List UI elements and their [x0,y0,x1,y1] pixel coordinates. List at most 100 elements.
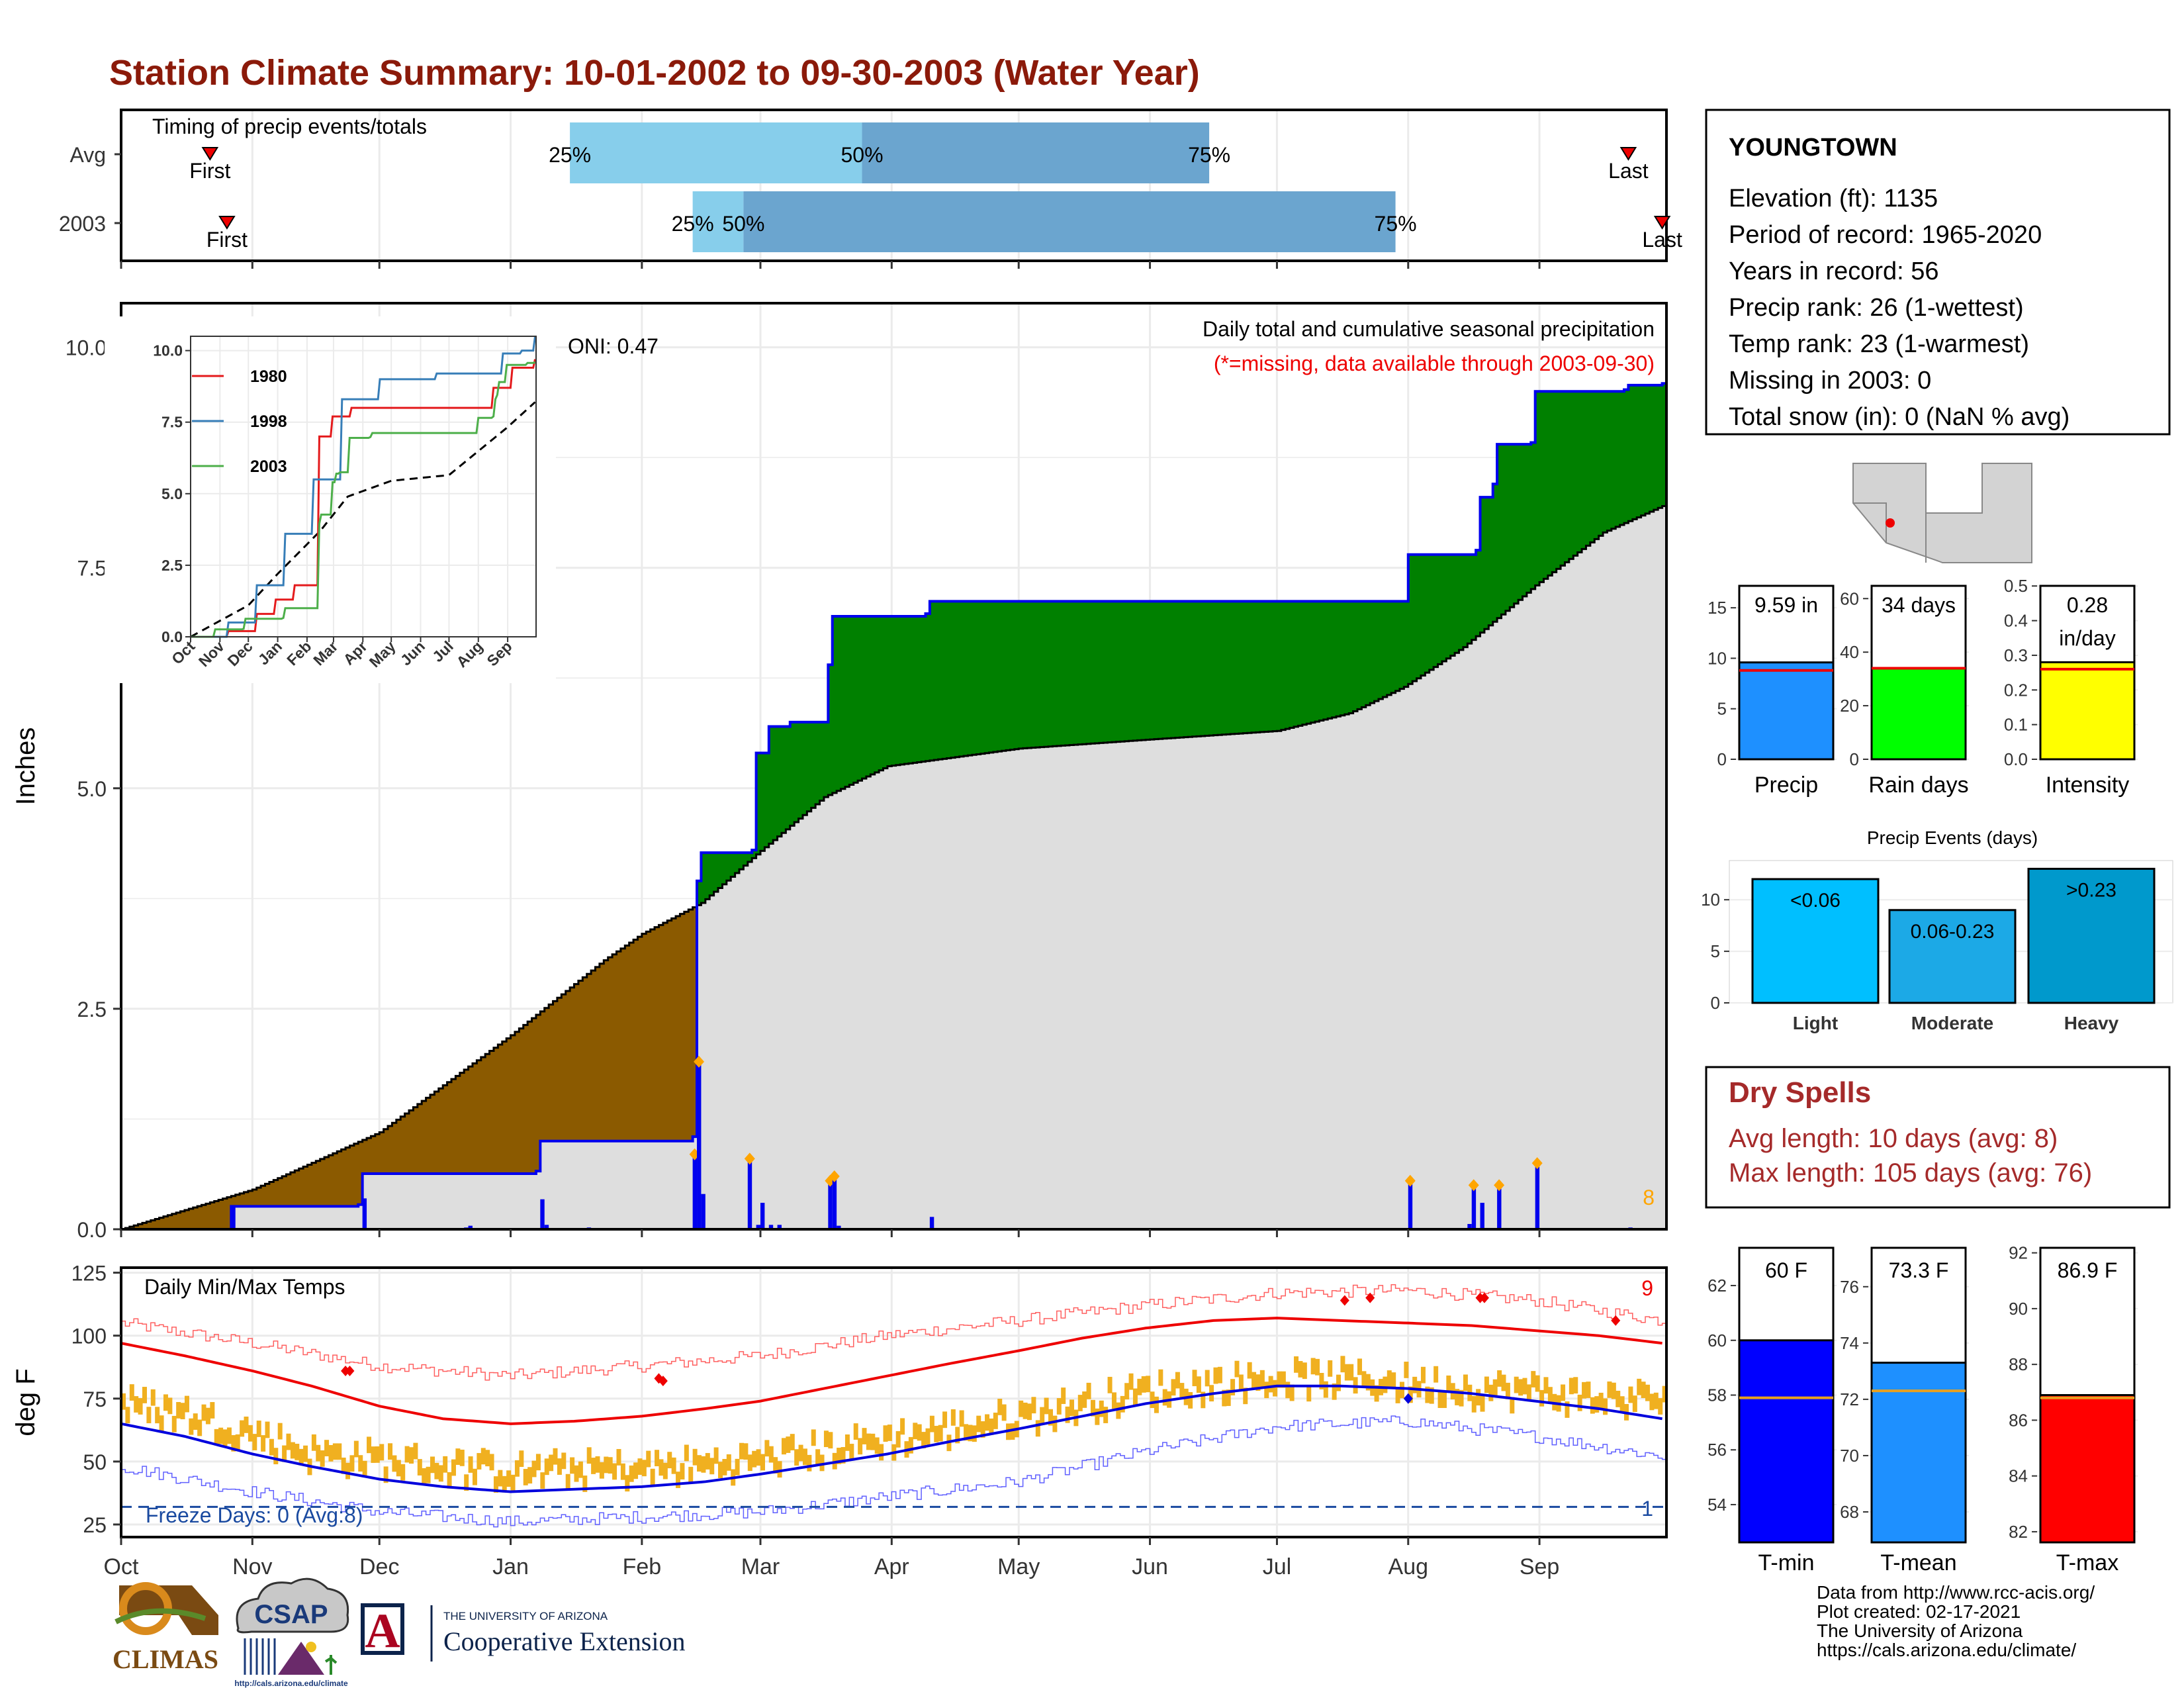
daily-temp-bar [519,1450,524,1468]
daily-temp-bar [1294,1356,1299,1373]
daily-precip-bar [828,1180,833,1229]
daily-temp-bar [1056,1398,1062,1415]
daily-temp-bar [798,1444,803,1462]
daily-temp-bar [1658,1398,1663,1415]
temp-y-tick-label: 75 [83,1387,107,1411]
daily-temp-bar [477,1453,482,1470]
daily-precip-bar [1408,1180,1413,1229]
daily-temp-bar [1315,1358,1320,1376]
daily-temp-bar [400,1464,406,1481]
precip-y-tick-label: 5.0 [77,777,107,801]
daily-temp-bar [777,1461,782,1478]
daily-temp-bar [383,1466,388,1483]
daily-precip-bar [756,1225,760,1229]
timing-bar-25-50 [692,191,744,252]
daily-temp-bar [1492,1379,1498,1396]
daily-temp-bar [443,1456,448,1473]
daily-temp-bar [883,1425,888,1442]
daily-temp-bar [553,1448,558,1465]
daily-temp-bar [1420,1366,1426,1383]
inset-legend-label: 1998 [250,412,287,431]
tstat-y-tick-label: 62 [1707,1276,1727,1295]
daily-temp-bar [1336,1374,1342,1391]
daily-temp-bar [379,1444,385,1461]
daily-temp-bar [659,1459,664,1476]
timing-row-label: Avg [69,143,106,167]
daily-temp-bar [468,1456,473,1473]
daily-temp-bar [823,1430,829,1448]
daily-temp-bar [1535,1375,1540,1392]
daily-temp-bar [531,1460,537,1477]
daily-temp-bar [1349,1364,1354,1381]
csap-logo-sun [306,1642,316,1652]
daily-temp-bar [1412,1376,1418,1393]
daily-temp-bar [180,1403,185,1420]
daily-temp-bar [455,1448,461,1465]
daily-temp-bar [1137,1378,1142,1395]
daily-temp-bar [705,1453,710,1470]
stat-bar [1870,667,1967,761]
daily-temp-bar [1213,1367,1218,1384]
daily-temp-bar [1429,1387,1434,1404]
daily-temp-bar [582,1476,588,1492]
daily-temp-bar [1141,1376,1146,1393]
daily-temp-bar [1395,1387,1400,1403]
daily-temp-bar [362,1460,367,1477]
daily-temp-bar [662,1462,668,1479]
tstat-y-tick-label: 70 [1840,1446,1859,1466]
precip-y-tick-label: 0.0 [77,1218,107,1242]
daily-temp-bar [908,1436,913,1454]
daily-temp-bar [371,1446,376,1463]
daily-temp-bar [671,1457,676,1474]
daily-precip-bar [701,1194,705,1229]
daily-temp-bar [1319,1373,1324,1389]
daily-temp-bar [1302,1362,1307,1380]
daily-temp-bar [434,1462,439,1479]
precip-event-marker [694,1055,705,1068]
freeze-days-label: Freeze Days: 0 (Avg:8) [146,1503,363,1527]
daily-temp-bar [540,1472,545,1489]
stat-y-tick-label: 0.0 [2004,749,2028,769]
daily-temp-bar [1497,1370,1502,1387]
daily-temp-bar [1217,1366,1222,1383]
temp-panel-label: Daily Min/Max Temps [144,1275,345,1299]
daily-temp-bar [989,1418,994,1435]
daily-temp-bar [752,1450,757,1468]
stat-y-tick-label: 0.5 [2004,576,2028,596]
precip-event-marker [1531,1157,1543,1170]
daily-temp-bar [1205,1370,1210,1387]
daily-temp-bar [773,1457,778,1474]
daily-temp-bar [1455,1389,1460,1405]
tstat-y-tick-label: 74 [1840,1333,1859,1353]
tstat-y-tick-label: 60 [1707,1331,1727,1350]
daily-temp-bar [1243,1387,1248,1405]
daily-temp-bar [244,1417,249,1433]
tstat-value-label: 60 F [1765,1258,1807,1282]
daily-temp-bar [375,1446,380,1463]
daily-temp-bar [900,1418,905,1435]
daily-temp-bar [667,1452,672,1469]
daily-temp-bar [1653,1392,1659,1409]
daily-temp-bar [938,1425,943,1442]
stat-y-tick-label: 10 [1707,648,1727,668]
daily-temp-bar [561,1452,567,1470]
dry-spells-title: Dry Spells [1729,1076,1871,1109]
daily-temp-bar [146,1407,152,1424]
daily-temp-bar [341,1457,346,1474]
daily-temp-bar [879,1444,884,1461]
daily-temp-bar [747,1454,752,1472]
daily-temp-bar [1425,1386,1430,1403]
stat-value-label: 34 days [1882,593,1956,617]
daily-temp-bar [1234,1360,1240,1378]
record-high-marker [1479,1292,1489,1303]
stat-bar [1738,661,1835,761]
daily-temp-bar [422,1468,427,1485]
daily-temp-bar [964,1424,969,1441]
stat-label: Precip [1754,773,1818,798]
daily-temp-bar [1323,1381,1328,1398]
daily-temp-bar [226,1427,232,1444]
daily-temp-bar [718,1462,723,1479]
daily-temp-bar [794,1449,799,1466]
daily-temp-bar [214,1429,219,1446]
